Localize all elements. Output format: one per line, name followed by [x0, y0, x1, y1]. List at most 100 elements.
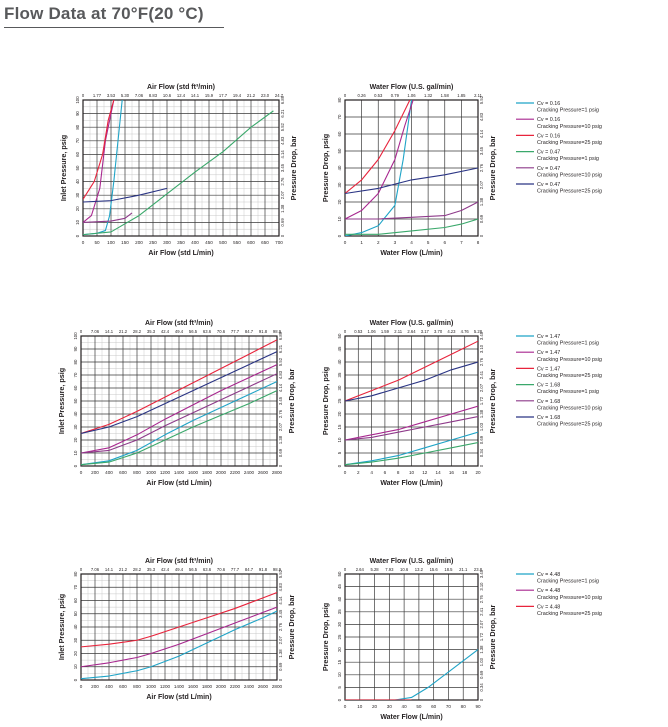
x-tick-label: 0	[344, 470, 347, 475]
right-tick-label: 2.76	[278, 622, 283, 631]
x-tick-label: 4	[410, 240, 413, 245]
right-tick-label: 4.83	[278, 370, 283, 379]
top-tick-label: 0.53	[374, 93, 383, 98]
legend-cv-label: Cv = 4.48	[537, 588, 560, 594]
y-tick-label: 60	[73, 385, 78, 390]
top-tick-label: 49.4	[175, 567, 184, 572]
top-tick-label: 3.70	[434, 329, 443, 334]
top-tick-label: 1.77	[93, 93, 102, 98]
x-tick-label: 200	[91, 684, 99, 689]
x-tick-label: 1000	[146, 684, 157, 689]
right-tick-label: 1.38	[479, 409, 484, 418]
series-line	[345, 167, 478, 195]
series-line	[83, 100, 115, 223]
y-tick-label: 20	[337, 199, 342, 204]
top-tick-label: 15.6	[430, 567, 439, 572]
y-tick-label: 80	[75, 124, 80, 129]
right-tick-label: 4.14	[278, 383, 283, 392]
page-title: Flow Data at 70°F(20 °C)	[4, 4, 204, 23]
y-axis-label: Pressure Drop, psig	[321, 134, 330, 202]
legend-crack-label: Cracking Pressure=1 psig	[537, 579, 599, 585]
top-tick-label: 56.5	[189, 329, 198, 334]
series-line	[81, 381, 277, 466]
right-tick-label: 1.38	[479, 197, 484, 206]
top-tick-label: 4.76	[461, 329, 470, 334]
x-tick-label: 2	[357, 470, 360, 475]
y2-axis-label: Pressure Drop, bar	[289, 135, 298, 200]
right-tick-label: 3.45	[479, 569, 484, 578]
series-line	[345, 416, 478, 441]
x-tick-label: 350	[177, 240, 185, 245]
x-tick-label: 200	[135, 240, 143, 245]
right-tick-label: 4.14	[479, 129, 484, 138]
top-tick-label: 15.9	[205, 93, 214, 98]
top-tick-label: 84.7	[245, 567, 254, 572]
right-tick-label: 3.45	[278, 609, 283, 618]
top-tick-label: 10.6	[163, 93, 172, 98]
y-tick-label: 10	[73, 664, 78, 669]
x-tick-label: 20	[372, 704, 378, 709]
right-tick-label: 2.41	[479, 370, 484, 379]
right-tick-label: 0.34	[479, 448, 484, 457]
series-line	[81, 351, 277, 435]
right-tick-label: 0	[280, 234, 285, 237]
x-tick-label: 2000	[216, 684, 227, 689]
right-tick-label: 2.07	[479, 620, 484, 629]
top-tick-label: 91.8	[259, 567, 268, 572]
legend-crack-label: Cracking Pressure=10 psig	[537, 595, 602, 601]
right-tick-label: 3.10	[479, 344, 484, 353]
top-tick-label: 7.93	[385, 567, 394, 572]
top-tick-label: 98.9	[273, 329, 282, 334]
right-tick-label: 3.45	[479, 146, 484, 155]
y-tick-label: 70	[75, 138, 80, 143]
right-tick-label: 0.69	[479, 435, 484, 444]
top-tick-label: 0	[344, 93, 347, 98]
right-tick-label: 2.76	[278, 409, 283, 418]
y-tick-label: 30	[75, 192, 80, 197]
right-tick-label: 6.21	[280, 109, 285, 118]
top-tick-label: 0.53	[354, 329, 363, 334]
legend-cv-label: Cv = 0.16	[537, 133, 560, 139]
top-tick-label: 0	[80, 329, 83, 334]
top-tick-label: 0.79	[391, 93, 400, 98]
top-tick-label: 42.4	[161, 329, 170, 334]
top-tick-label: 7.06	[91, 567, 100, 572]
series-line	[345, 431, 478, 466]
x-tick-label: 200	[91, 470, 99, 475]
top-tick-label: 3.53	[107, 93, 116, 98]
x-tick-label: 400	[105, 470, 113, 475]
x-tick-label: 300	[163, 240, 171, 245]
series-line	[81, 390, 277, 466]
y-tick-label: 60	[73, 598, 78, 603]
right-tick-label: 2.07	[278, 636, 283, 645]
right-tick-label: 6.89	[280, 95, 285, 104]
x-tick-label: 60	[431, 704, 437, 709]
series-line	[345, 340, 478, 402]
x-tick-label: 12	[422, 470, 428, 475]
x-tick-label: 14	[436, 470, 442, 475]
chart-air-chart-2: 0 200 400 600 800 1000 1200 1400 1600 1800 2000 220…	[57, 320, 296, 487]
y-tick-label: 40	[337, 165, 342, 170]
x-tick-label: 10	[357, 704, 363, 709]
x-tick-label: 1400	[174, 684, 185, 689]
x-tick-label: 8	[477, 240, 480, 245]
y-tick-label: 100	[75, 96, 80, 104]
x-tick-label: 1800	[202, 684, 213, 689]
top-tick-label: 14.1	[105, 567, 114, 572]
y-axis-label: Pressure Drop, psig	[321, 367, 330, 435]
x-tick-label: 16	[449, 470, 455, 475]
x-tick-label: 18	[462, 470, 468, 475]
legend-crack-label: Cracking Pressure=25 psig	[537, 611, 602, 617]
series-line	[81, 610, 277, 680]
y-tick-label: 25	[337, 634, 342, 639]
x-tick-label: 40	[402, 704, 408, 709]
x-tick-label: 2600	[258, 684, 269, 689]
legend-cv-label: Cv = 1.68	[537, 415, 560, 421]
right-tick-label: 2.76	[280, 177, 285, 186]
y-tick-label: 5	[337, 451, 342, 454]
y-tick-label: 15	[337, 424, 342, 429]
legend-crack-label: Cracking Pressure=1 psig	[537, 108, 599, 114]
y-tick-label: 50	[73, 611, 78, 616]
top-tick-label: 12.4	[177, 93, 186, 98]
